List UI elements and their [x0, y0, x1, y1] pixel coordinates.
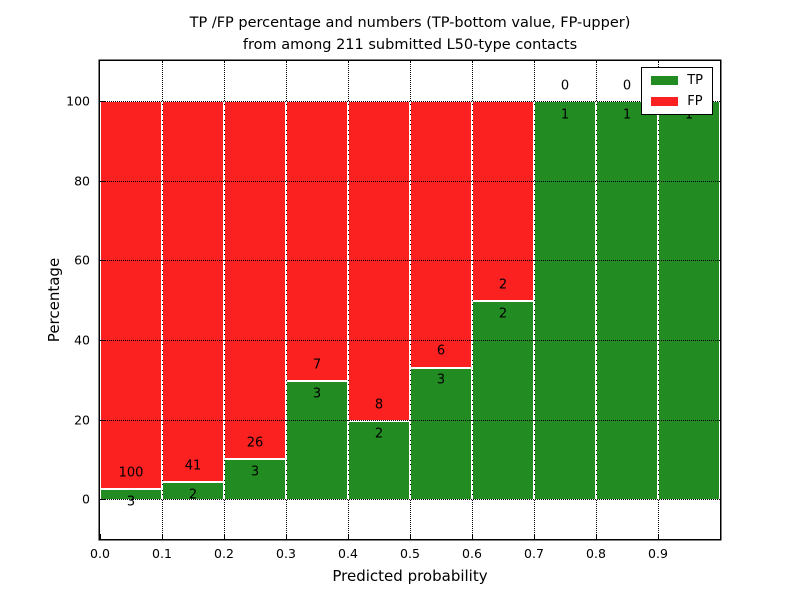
bar-fp-count-label: 100 — [118, 465, 144, 481]
bar-tp-count-label: 2 — [498, 306, 508, 322]
x-tick-label: 0.8 — [586, 546, 606, 561]
bar-fp-count-label: 7 — [312, 357, 322, 373]
bar-segment-tp — [225, 458, 285, 500]
x-tick-label: 0.3 — [276, 546, 296, 561]
x-tick-mark — [658, 534, 659, 539]
bar-segment-tp — [349, 419, 409, 500]
stacked-bar — [596, 100, 658, 500]
stacked-bar — [286, 100, 348, 500]
stacked-bar — [534, 100, 596, 500]
y-gridline — [100, 499, 720, 501]
x-tick-mark — [472, 534, 473, 539]
y-tick-label: 40 — [74, 332, 90, 348]
y-tick-label: 80 — [74, 173, 90, 188]
y-tick-mark — [100, 180, 105, 182]
bar-segment-tp — [287, 379, 347, 500]
bar-segment-fp — [225, 101, 285, 459]
stacked-bar — [410, 100, 472, 500]
bar-tp-count-label: 3 — [436, 372, 446, 388]
x-tick-label: 0.1 — [152, 546, 172, 561]
legend-swatch-fp — [651, 97, 679, 106]
legend-item-tp: TP — [651, 74, 703, 87]
x-tick-label: 0.5 — [400, 546, 420, 561]
stacked-bar — [224, 100, 286, 500]
x-tick-mark — [596, 534, 597, 539]
y-gridline — [100, 260, 720, 262]
bar-segment-fp — [473, 101, 533, 301]
bar-segment-tp — [535, 101, 595, 500]
bar-segment-fp — [163, 101, 223, 481]
bar-tp-count-label: 3 — [312, 386, 322, 402]
legend-label-fp: FP — [687, 94, 703, 109]
bar-segment-tp — [101, 487, 161, 500]
y-axis-label: Percentage — [45, 257, 63, 343]
bar-tp-count-label: 2 — [188, 487, 198, 503]
x-tick-label: 0.0 — [90, 546, 110, 561]
legend: TP FP — [641, 67, 713, 115]
legend-swatch-tp — [651, 76, 679, 85]
y-tick-mark — [100, 339, 105, 341]
bar-fp-count-label: 41 — [184, 458, 202, 474]
legend-label-tp: TP — [687, 73, 703, 88]
plot-area: 100341226373826322010101 TP FP — [100, 61, 720, 539]
bar-segment-fp — [101, 101, 161, 488]
y-tick-mark — [100, 100, 105, 102]
x-tick-mark — [348, 534, 349, 539]
x-axis-label: Predicted probability — [332, 567, 488, 585]
bar-segment-fp — [287, 101, 347, 380]
x-tick-label: 0.7 — [524, 546, 544, 561]
x-tick-label: 0.4 — [338, 546, 358, 561]
x-tick-mark — [534, 534, 535, 539]
y-tick-mark — [100, 419, 105, 421]
x-tick-label: 0.2 — [214, 546, 234, 561]
bar-fp-count-label: 0 — [560, 78, 570, 94]
x-tick-label: 0.6 — [462, 546, 482, 561]
chart-title-line1: TP /FP percentage and numbers (TP-bottom… — [189, 15, 631, 31]
x-tick-label: 0.9 — [648, 546, 668, 561]
bar-segment-tp — [473, 300, 533, 500]
y-gridline — [100, 100, 720, 102]
bar-fp-count-label: 26 — [246, 435, 264, 451]
y-tick-label: 60 — [74, 252, 90, 268]
bar-segment-tp — [597, 101, 657, 500]
bar-tp-count-label: 1 — [560, 107, 570, 123]
bar-segment-fp — [411, 101, 471, 367]
stacked-bar — [162, 100, 224, 500]
x-tick-mark — [286, 534, 287, 539]
x-tick-mark — [100, 534, 101, 539]
stacked-bar — [472, 100, 534, 500]
bar-fp-count-label: 0 — [622, 78, 632, 94]
y-tick-label: 0 — [82, 491, 90, 507]
x-tick-mark — [224, 534, 225, 539]
bar-segment-tp — [659, 101, 719, 500]
x-tick-mark — [162, 534, 163, 539]
y-gridline — [100, 180, 720, 182]
bar-fp-count-label: 8 — [374, 397, 384, 412]
x-tick-mark — [410, 534, 411, 539]
bar-fp-count-label: 2 — [498, 277, 508, 293]
bar-tp-count-label: 2 — [374, 426, 384, 441]
y-gridline — [100, 419, 720, 421]
y-tick-label: 100 — [66, 93, 90, 109]
bar-tp-count-label: 3 — [126, 494, 136, 510]
y-tick-label: 20 — [74, 412, 90, 427]
legend-item-fp: FP — [651, 95, 703, 108]
bar-segment-tp — [411, 366, 471, 500]
chart-title-line2: from among 211 submitted L50-type contac… — [242, 37, 578, 53]
chart-title: TP /FP percentage and numbers (TP-bottom… — [90, 12, 730, 56]
y-gridline — [100, 339, 720, 341]
y-tick-mark — [100, 260, 105, 262]
bar-segment-tp — [163, 480, 223, 500]
bar-fp-count-label: 6 — [436, 343, 446, 359]
stacked-bar — [658, 100, 720, 500]
bar-tp-count-label: 3 — [250, 464, 260, 480]
stacked-bar — [100, 100, 162, 500]
bar-tp-count-label: 1 — [622, 107, 632, 123]
y-tick-mark — [100, 499, 105, 501]
